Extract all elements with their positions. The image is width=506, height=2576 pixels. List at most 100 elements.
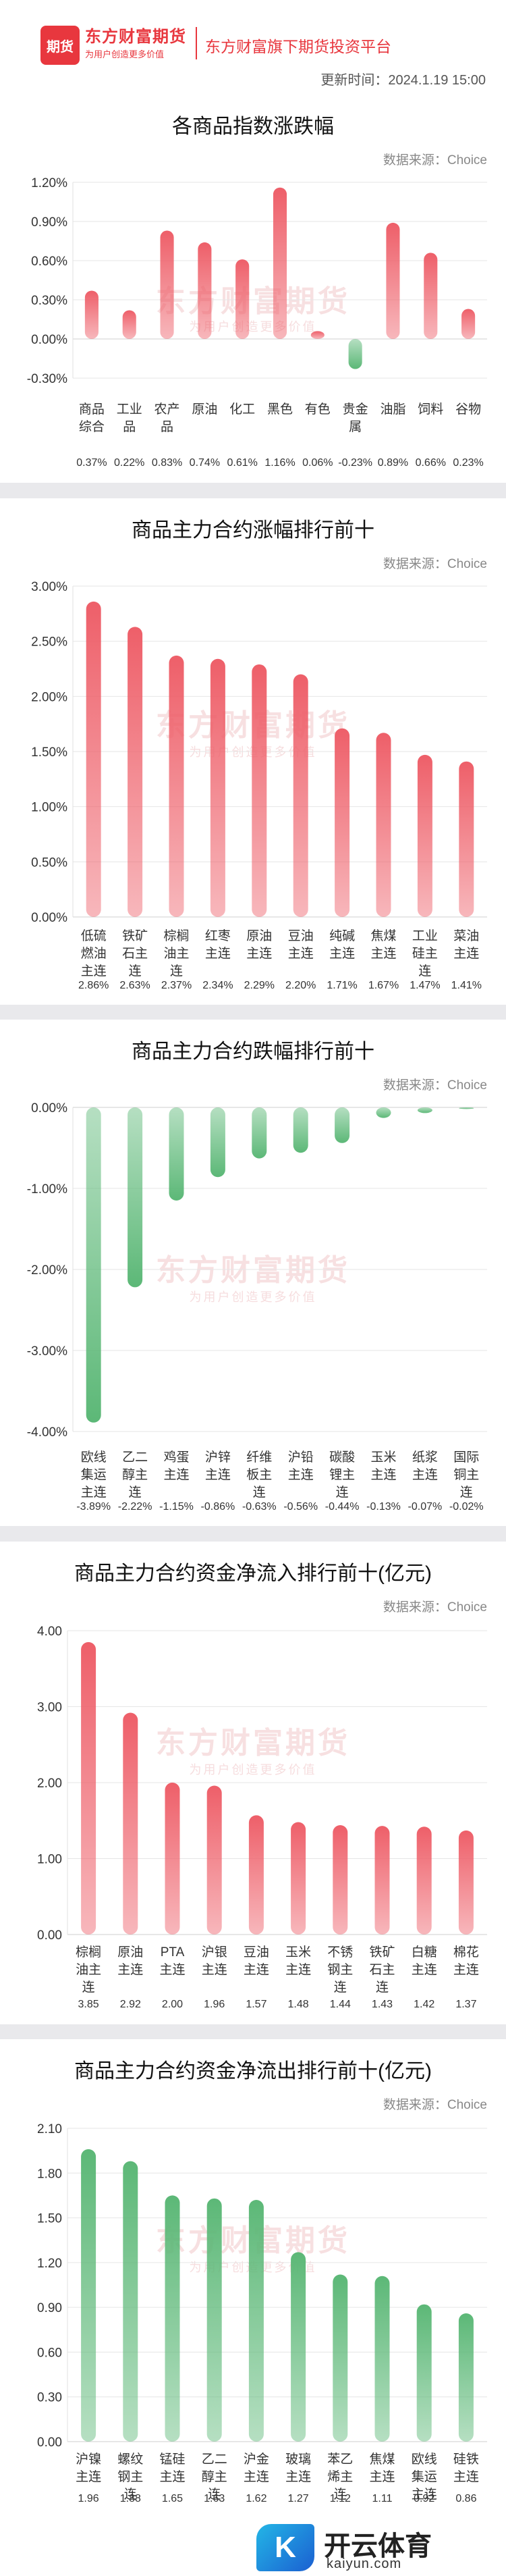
value-label: 0.89% <box>378 457 408 469</box>
category-label: 沪镍 <box>76 2452 101 2467</box>
chart-top-gainers: 3.00%2.50%2.00%1.50%1.00%0.50%0.00%低硫燃油主… <box>31 580 487 991</box>
y-tick-label: -3.00% <box>27 1344 67 1359</box>
value-label: 1.67% <box>368 980 399 991</box>
value-label: 0.74% <box>190 457 220 469</box>
category-label: 集运 <box>81 1467 107 1482</box>
bar <box>86 601 101 917</box>
y-tick-label: 2.00% <box>31 690 67 704</box>
bar <box>252 1107 267 1159</box>
page-header: 期货 东方财富期货 为用户创造更多价值 东方财富旗下期货投资平台 更新时间：20… <box>0 0 506 95</box>
bar <box>84 290 99 339</box>
y-tick-label: 1.20% <box>31 176 67 190</box>
bar <box>335 1107 350 1143</box>
value-label: 1.44 <box>330 1999 351 2010</box>
value-label: 0.37% <box>76 457 107 469</box>
footer-logo-icon: K <box>256 2524 314 2571</box>
value-label: 0.66% <box>416 457 446 469</box>
bar <box>461 309 476 339</box>
watermark-brand: 东方财富期货 <box>156 1727 350 1760</box>
category-label: 主连 <box>453 1962 479 1977</box>
watermark-brand: 东方财富期货 <box>0 701 506 744</box>
chart-title: 商品主力合约资金净流出排行前十(亿元) <box>74 2060 432 2082</box>
value-label: 1.12 <box>330 2493 351 2504</box>
category-label: 石主 <box>122 946 148 961</box>
category-label: 玉米 <box>370 1450 396 1465</box>
bar <box>417 754 432 917</box>
page-footer: K 开云体育 kaiyun.com <box>0 2519 506 2576</box>
category-label: 农产 <box>154 402 180 417</box>
category-label: 连 <box>208 2487 221 2502</box>
category-label: 主连 <box>246 946 272 961</box>
category-label: 主连 <box>159 1962 185 1977</box>
category-label: 主连 <box>117 1962 143 1977</box>
bar <box>458 1830 474 1935</box>
y-tick-label: 0.30% <box>31 294 67 308</box>
y-tick-label: 0.60 <box>37 2346 62 2360</box>
y-tick-label: 0.30 <box>37 2391 62 2405</box>
y-tick-label: 0.90 <box>37 2301 62 2315</box>
category-label: 连 <box>82 1980 95 1995</box>
value-label: 0.83% <box>152 457 182 469</box>
bar <box>374 2276 390 2442</box>
y-tick-label: 0.00 <box>37 1928 62 1943</box>
bar <box>293 1107 308 1153</box>
category-label: 主连 <box>285 1962 311 1977</box>
chart-panel-top-gainers: 商品主力合约涨幅排行前十 数据来源：Choice 东方财富期货 为用户创造更多价… <box>0 498 506 1005</box>
bar <box>123 2161 138 2442</box>
chart-title: 商品主力合约资金净流入排行前十(亿元) <box>74 1562 432 1585</box>
value-label: 1.42 <box>414 1999 434 2010</box>
category-label: 连 <box>460 1485 473 1500</box>
bar <box>376 733 391 917</box>
value-label: 0.23% <box>453 457 483 469</box>
value-label: 0.86 <box>455 2493 476 2504</box>
bar <box>293 674 308 917</box>
category-label: 纯碱 <box>329 928 355 943</box>
chart-source: 数据来源：Choice <box>383 1600 487 1614</box>
bar <box>386 222 400 339</box>
category-label: 玻璃 <box>285 2452 311 2467</box>
value-label: 1.96 <box>204 1999 225 2010</box>
value-label: -3.89% <box>76 1501 111 1513</box>
category-label: 主连 <box>205 946 231 961</box>
y-tick-label: -2.00% <box>27 1263 67 1278</box>
category-label: 综合 <box>79 419 105 434</box>
value-label: -0.44% <box>325 1501 360 1513</box>
category-label: 原油 <box>246 928 272 943</box>
bar <box>459 1107 474 1109</box>
bar <box>210 658 225 917</box>
category-label: 钢主 <box>117 2469 143 2484</box>
value-label: 1.16% <box>264 457 295 469</box>
category-label: 棉花 <box>453 1945 479 1960</box>
brand-logo-icon: 期货 <box>40 26 80 65</box>
category-label: 油主 <box>163 946 189 961</box>
category-label: 集运 <box>412 2469 437 2484</box>
category-label: 原油 <box>117 1945 143 1960</box>
value-label: 1.37 <box>455 1999 476 2010</box>
bar <box>416 2304 432 2442</box>
y-tick-label: 0.50% <box>31 856 67 870</box>
value-label: 1.65 <box>162 2493 183 2504</box>
category-label: 沪铅 <box>288 1450 314 1465</box>
category-label: 纤维 <box>246 1450 272 1465</box>
category-label: 工业 <box>412 928 438 943</box>
update-time: 更新时间：2024.1.19 15:00 <box>320 73 486 88</box>
header-divider <box>196 27 197 59</box>
value-label: 2.86% <box>78 980 109 991</box>
category-label: 连 <box>336 1485 349 1500</box>
value-label: 2.00 <box>162 1999 183 2010</box>
y-tick-label: 2.00 <box>37 1777 62 1791</box>
bar <box>310 331 325 339</box>
y-tick-label: 1.00 <box>37 1853 62 1867</box>
y-tick-label: 1.00% <box>31 801 67 815</box>
category-label: 低硫 <box>81 928 107 943</box>
value-label: -1.15% <box>159 1501 194 1513</box>
y-tick-label: 2.50% <box>31 635 67 650</box>
watermark-brand: 东方财富期货 <box>156 1254 350 1287</box>
bar <box>333 2274 348 2442</box>
bar <box>252 664 267 917</box>
category-label: 欧线 <box>81 1450 107 1465</box>
category-label: 螺纹 <box>117 2452 143 2467</box>
category-label: 连 <box>418 964 431 978</box>
